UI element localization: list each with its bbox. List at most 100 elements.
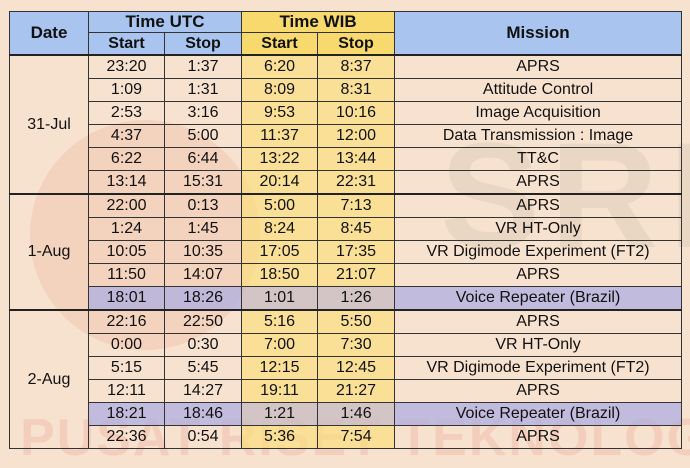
utc-stop-cell: 14:07 [163, 263, 243, 287]
utc-stop-cell: 1:37 [163, 54, 243, 79]
wib-stop-cell: 8:37 [317, 54, 396, 79]
wib-start-cell: 12:15 [241, 356, 319, 380]
utc-start-cell: 1:24 [88, 217, 165, 241]
table-row: 11:50 14:07 18:50 21:07 APRS [10, 263, 683, 287]
wib-stop-cell: 7:30 [317, 333, 396, 357]
wib-stop-cell: 12:00 [317, 124, 396, 148]
mission-cell: APRS [394, 309, 683, 334]
header-time-utc: Time UTC [87, 11, 243, 33]
table-row: 10:05 10:35 17:05 17:35 VR Digimode Experime… [10, 240, 683, 264]
utc-stop-cell: 0:30 [163, 333, 243, 357]
utc-start-cell: 12:11 [88, 379, 165, 403]
wib-stop-cell: 5:50 [317, 309, 396, 334]
utc-stop-cell: 0:13 [163, 193, 243, 218]
wib-stop-cell: 13:44 [317, 147, 396, 171]
utc-stop-cell: 22:50 [163, 309, 243, 334]
table-body: 31-Jul 23:20 1:37 6:20 8:37 APRS 1:09 1:31 8:09 8… [9, 54, 683, 449]
date-cell: 2-Aug [9, 309, 89, 449]
utc-stop-cell: 1:45 [163, 217, 243, 241]
wib-start-cell: 8:24 [241, 217, 319, 241]
mission-cell: Voice Repeater (Brazil) [394, 286, 683, 311]
utc-start-cell: 6:22 [88, 147, 165, 171]
header-utc-start: Start [88, 32, 165, 56]
table-row: 5:15 5:45 12:15 12:45 VR Digimode Experiment… [10, 356, 683, 380]
utc-start-cell: 1:09 [88, 78, 165, 102]
utc-start-cell: 22:16 [88, 309, 165, 334]
table-row: 1:09 1:31 8:09 8:31 Attitude Control [10, 78, 683, 102]
utc-stop-cell: 10:35 [163, 240, 243, 264]
wib-start-cell: 7:00 [241, 333, 319, 357]
utc-start-cell: 5:15 [88, 356, 165, 380]
utc-start-cell: 2:53 [88, 101, 165, 125]
table-header: Date Time UTC Time WIB Mission Start Sto… [9, 11, 683, 56]
table-row: 1:24 1:45 8:24 8:45 VR HT-Only [10, 217, 683, 241]
wib-start-cell: 9:53 [241, 101, 319, 125]
mission-cell: APRS [394, 425, 683, 449]
mission-cell: Image Acquisition [394, 101, 683, 125]
wib-stop-cell: 12:45 [317, 356, 396, 380]
table-row: 31-Jul 23:20 1:37 6:20 8:37 APRS [9, 54, 683, 195]
wib-start-cell: 8:09 [241, 78, 319, 102]
wib-stop-cell: 8:45 [317, 217, 396, 241]
utc-stop-cell: 14:27 [163, 379, 243, 403]
mission-cell: TT&C [394, 147, 683, 171]
mission-cell: APRS [394, 379, 683, 403]
table-row: 0:00 0:30 7:00 7:30 VR HT-Only [10, 333, 683, 357]
utc-start-cell: 11:50 [88, 263, 165, 287]
wib-stop-cell: 8:31 [317, 78, 396, 102]
utc-stop-cell: 15:31 [163, 170, 243, 195]
wib-stop-cell: 7:13 [317, 193, 396, 218]
mission-cell: VR HT-Only [394, 217, 683, 241]
table-row: 18:01 18:26 1:01 1:26 Voice Repeater (Brazil… [10, 286, 683, 311]
wib-start-cell: 5:00 [241, 193, 319, 218]
table-row: 12:11 14:27 19:11 21:27 APRS [10, 379, 683, 403]
mission-cell: APRS [394, 54, 683, 79]
mission-cell: Attitude Control [394, 78, 683, 102]
pass-schedule-table: Date Time UTC Time WIB Mission Start Sto… [9, 11, 683, 449]
wib-start-cell: 17:05 [241, 240, 319, 264]
wib-stop-cell: 1:46 [317, 402, 396, 426]
date-cell: 31-Jul [9, 54, 89, 195]
wib-start-cell: 18:50 [241, 263, 319, 287]
header-time-wib: Time WIB [241, 11, 396, 33]
utc-start-cell: 10:05 [88, 240, 165, 264]
wib-stop-cell: 22:31 [317, 170, 396, 195]
wib-stop-cell: 21:07 [317, 263, 396, 287]
header-date: Date [9, 11, 89, 56]
wib-stop-cell: 21:27 [317, 379, 396, 403]
table-row: 13:14 15:31 20:14 22:31 APRS [10, 170, 683, 195]
utc-start-cell: 18:21 [88, 402, 165, 426]
utc-stop-cell: 0:54 [163, 425, 243, 449]
wib-start-cell: 1:21 [241, 402, 319, 426]
utc-start-cell: 4:37 [88, 124, 165, 148]
mission-cell: VR HT-Only [394, 333, 683, 357]
wib-start-cell: 5:16 [241, 309, 319, 334]
utc-start-cell: 22:36 [88, 425, 165, 449]
mission-cell: APRS [394, 170, 683, 195]
wib-start-cell: 20:14 [241, 170, 319, 195]
utc-stop-cell: 18:26 [163, 286, 243, 311]
utc-stop-cell: 6:44 [163, 147, 243, 171]
utc-start-cell: 23:20 [88, 54, 165, 79]
table-row: 1-Aug 22:00 0:13 5:00 7:13 APRS [9, 193, 683, 311]
header-mission: Mission [394, 11, 683, 56]
wib-stop-cell: 10:16 [317, 101, 396, 125]
header-utc-stop: Stop [163, 32, 243, 56]
mission-cell: APRS [394, 263, 683, 287]
mission-cell: VR Digimode Experiment (FT2) [394, 356, 683, 380]
wib-start-cell: 5:36 [241, 425, 319, 449]
wib-stop-cell: 1:26 [317, 286, 396, 311]
table-row: 6:22 6:44 13:22 13:44 TT&C [10, 147, 683, 171]
utc-stop-cell: 3:16 [163, 101, 243, 125]
wib-start-cell: 19:11 [241, 379, 319, 403]
utc-stop-cell: 5:00 [163, 124, 243, 148]
table-row: 2-Aug 22:16 22:50 5:16 5:50 APRS [9, 309, 683, 449]
utc-stop-cell: 1:31 [163, 78, 243, 102]
table-row: 2:53 3:16 9:53 10:16 Image Acquisition [10, 101, 683, 125]
table-row: 4:37 5:00 11:37 12:00 Data Transmission : Im… [10, 124, 683, 148]
table-row: 18:21 18:46 1:21 1:46 Voice Repeater (Brazil… [10, 402, 683, 426]
wib-start-cell: 1:01 [241, 286, 319, 311]
wib-start-cell: 11:37 [241, 124, 319, 148]
mission-cell: APRS [394, 193, 683, 218]
mission-cell: VR Digimode Experiment (FT2) [394, 240, 683, 264]
